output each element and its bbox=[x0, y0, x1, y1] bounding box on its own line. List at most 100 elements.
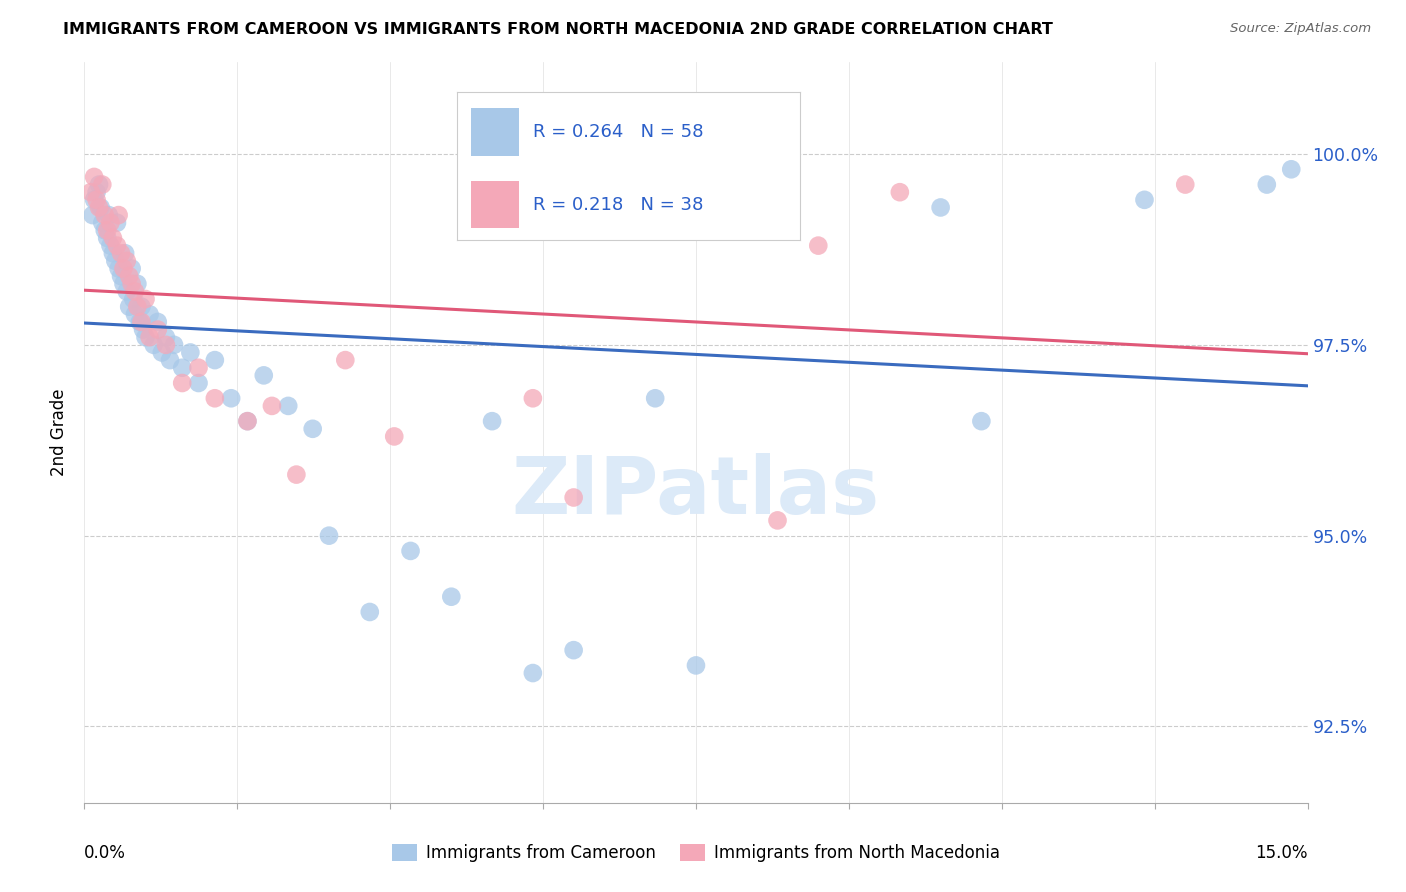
Point bbox=[87, 178, 110, 192]
Point bbox=[112, 277, 135, 291]
Text: ZIPatlas: ZIPatlas bbox=[512, 453, 880, 531]
Point bbox=[90, 201, 112, 215]
Text: 15.0%: 15.0% bbox=[1256, 844, 1308, 862]
Point bbox=[138, 307, 160, 321]
Point bbox=[359, 605, 381, 619]
Point bbox=[96, 223, 118, 237]
Point bbox=[118, 300, 141, 314]
Point bbox=[138, 330, 160, 344]
Point bbox=[644, 208, 666, 222]
Point bbox=[146, 315, 169, 329]
Point bbox=[131, 315, 153, 329]
Legend: Immigrants from Cameroon, Immigrants from North Macedonia: Immigrants from Cameroon, Immigrants fro… bbox=[385, 837, 1007, 869]
Point bbox=[93, 208, 115, 222]
Point bbox=[100, 238, 122, 252]
Point bbox=[107, 261, 129, 276]
Point bbox=[104, 253, 127, 268]
Point bbox=[187, 376, 209, 390]
Point bbox=[253, 368, 276, 383]
Point bbox=[155, 330, 177, 344]
Point bbox=[522, 666, 544, 681]
Point bbox=[128, 315, 150, 329]
Point bbox=[83, 193, 105, 207]
Point bbox=[807, 238, 830, 252]
Point bbox=[146, 322, 169, 336]
Point bbox=[889, 185, 911, 199]
Point bbox=[101, 231, 124, 245]
Point bbox=[1279, 162, 1302, 177]
Y-axis label: 2nd Grade: 2nd Grade bbox=[51, 389, 69, 476]
Point bbox=[236, 414, 259, 428]
Point bbox=[107, 208, 129, 222]
Point bbox=[318, 529, 340, 543]
Point bbox=[399, 544, 422, 558]
Point bbox=[121, 261, 143, 276]
Point bbox=[481, 414, 503, 428]
Point bbox=[219, 391, 242, 405]
Point bbox=[236, 414, 259, 428]
Point bbox=[86, 193, 108, 207]
Point bbox=[1256, 178, 1278, 192]
Point bbox=[522, 391, 544, 405]
Point bbox=[87, 201, 110, 215]
Point bbox=[83, 169, 105, 184]
Point bbox=[142, 338, 165, 352]
Point bbox=[159, 353, 181, 368]
Point bbox=[121, 277, 143, 291]
Point bbox=[124, 285, 146, 299]
Point bbox=[163, 338, 186, 352]
Point bbox=[1133, 193, 1156, 207]
Point bbox=[179, 345, 201, 359]
Point bbox=[114, 246, 136, 260]
Point bbox=[204, 353, 226, 368]
Point bbox=[118, 269, 141, 284]
Point bbox=[766, 513, 789, 527]
Point bbox=[91, 216, 114, 230]
Point bbox=[80, 185, 103, 199]
Point bbox=[86, 185, 108, 199]
Point bbox=[112, 261, 135, 276]
Point bbox=[110, 246, 132, 260]
Point bbox=[93, 223, 115, 237]
Point bbox=[124, 307, 146, 321]
Point bbox=[285, 467, 308, 482]
Point bbox=[132, 322, 155, 336]
Point bbox=[187, 360, 209, 375]
Point bbox=[115, 285, 138, 299]
Point bbox=[131, 300, 153, 314]
Point bbox=[115, 253, 138, 268]
Point bbox=[172, 376, 194, 390]
Point bbox=[127, 300, 149, 314]
Point bbox=[127, 277, 149, 291]
Point bbox=[970, 414, 993, 428]
Text: IMMIGRANTS FROM CAMEROON VS IMMIGRANTS FROM NORTH MACEDONIA 2ND GRADE CORRELATIO: IMMIGRANTS FROM CAMEROON VS IMMIGRANTS F… bbox=[63, 22, 1053, 37]
Point bbox=[260, 399, 283, 413]
Point bbox=[685, 658, 707, 673]
Point bbox=[91, 178, 114, 192]
Point bbox=[644, 391, 666, 405]
Point bbox=[172, 360, 194, 375]
Point bbox=[562, 643, 585, 657]
Point bbox=[382, 429, 405, 443]
Point bbox=[96, 231, 118, 245]
Point bbox=[335, 353, 357, 368]
Point bbox=[135, 330, 157, 344]
Point bbox=[100, 216, 122, 230]
Point bbox=[301, 422, 323, 436]
Point bbox=[97, 208, 120, 222]
Point bbox=[135, 292, 157, 306]
Text: Source: ZipAtlas.com: Source: ZipAtlas.com bbox=[1230, 22, 1371, 36]
Point bbox=[105, 216, 128, 230]
Text: 0.0%: 0.0% bbox=[84, 844, 127, 862]
Point bbox=[155, 338, 177, 352]
Point bbox=[105, 238, 128, 252]
Point bbox=[122, 292, 145, 306]
Point bbox=[1174, 178, 1197, 192]
Point bbox=[725, 185, 748, 199]
Point bbox=[204, 391, 226, 405]
Point bbox=[440, 590, 463, 604]
Point bbox=[929, 201, 952, 215]
Point bbox=[277, 399, 299, 413]
Point bbox=[562, 491, 585, 505]
Point bbox=[150, 345, 173, 359]
